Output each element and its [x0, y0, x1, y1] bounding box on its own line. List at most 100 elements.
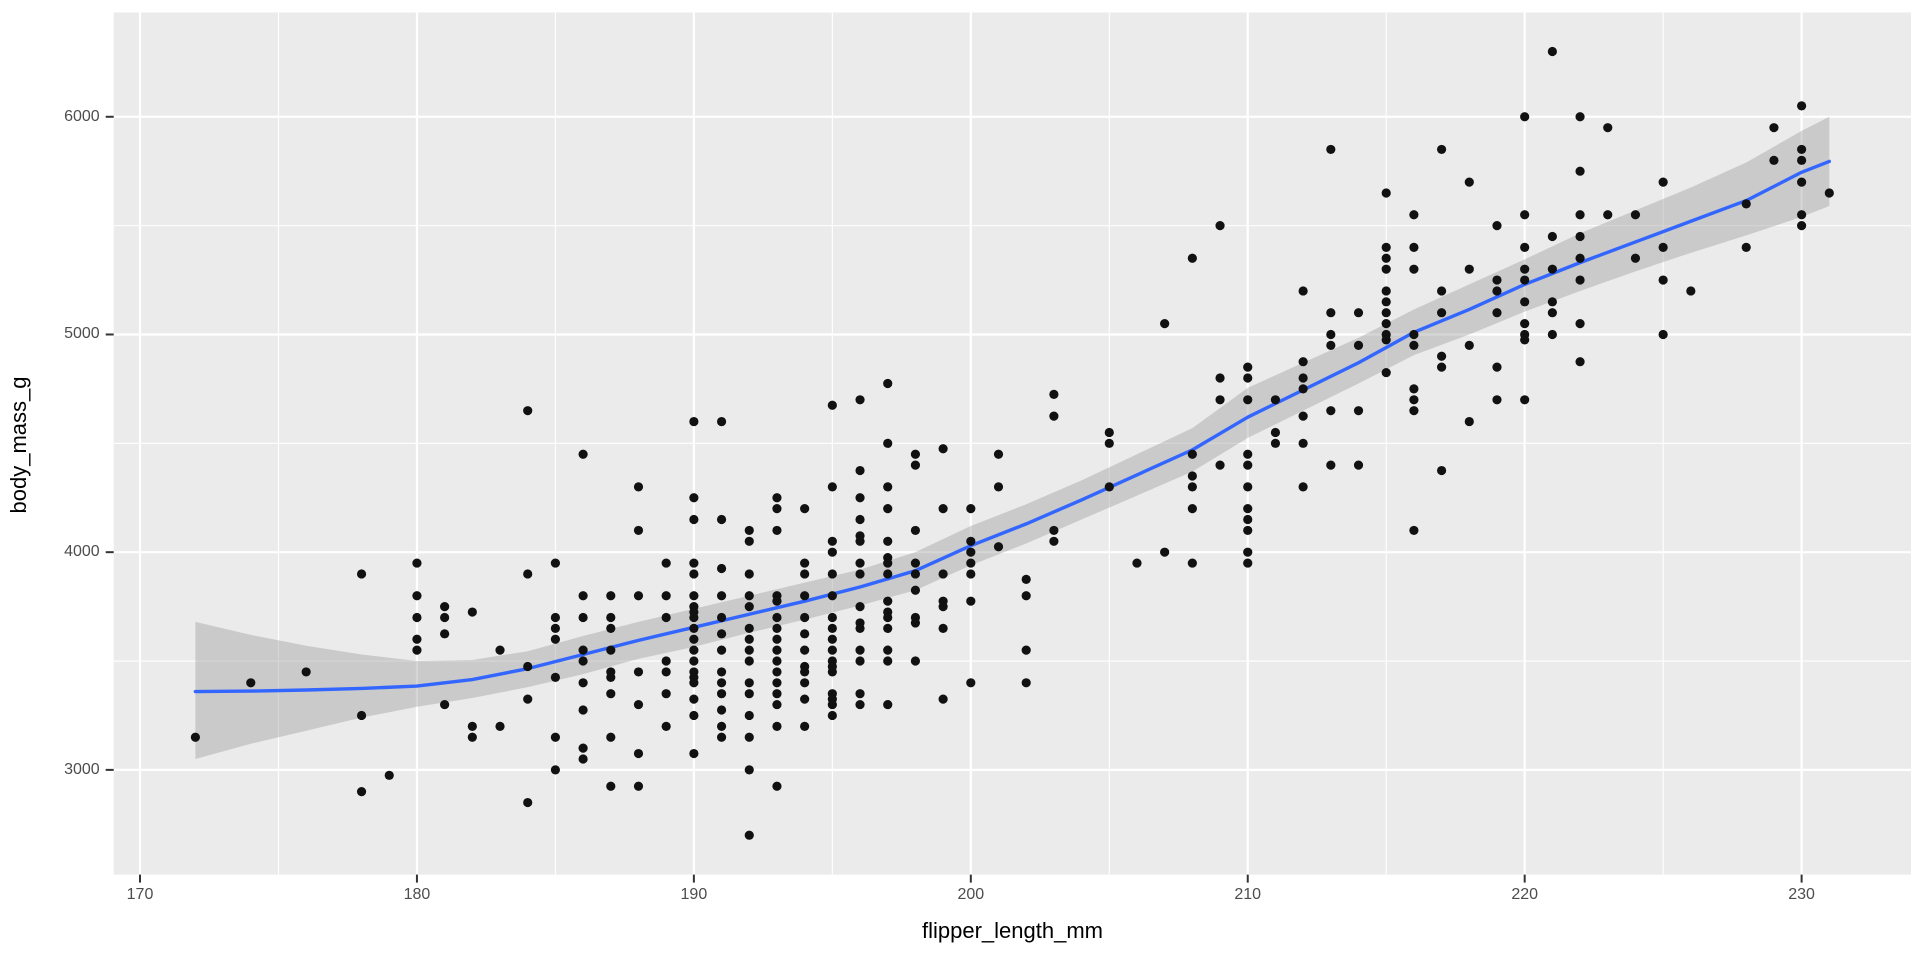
data-point [1436, 144, 1447, 155]
data-point [1769, 155, 1779, 165]
data-point [1409, 329, 1419, 340]
data-point [1298, 438, 1308, 448]
data-point [384, 770, 394, 780]
data-point [744, 689, 754, 699]
data-point [1520, 318, 1530, 329]
data-point [1547, 264, 1557, 274]
data-point [578, 449, 588, 459]
data-point [1520, 112, 1530, 122]
data-point [1464, 340, 1474, 350]
data-point [800, 612, 810, 623]
data-point [689, 694, 699, 704]
data-point [1243, 504, 1253, 514]
data-point [1492, 308, 1502, 318]
data-point [606, 672, 616, 682]
data-point [772, 596, 782, 606]
data-point [716, 629, 727, 639]
data-point [716, 732, 727, 742]
data-point [800, 504, 810, 514]
data-point [1575, 253, 1585, 263]
data-point [883, 504, 893, 514]
data-point [1436, 465, 1447, 476]
data-point [689, 612, 699, 623]
data-point [1436, 362, 1447, 372]
data-point [1326, 308, 1336, 318]
data-point [772, 645, 782, 655]
data-point [772, 699, 782, 710]
data-point [412, 645, 422, 655]
data-point [716, 563, 727, 574]
data-point [1409, 264, 1419, 274]
data-point [550, 558, 561, 568]
data-point [467, 732, 477, 742]
data-point [744, 634, 754, 644]
data-point [356, 710, 367, 721]
data-point [1464, 177, 1474, 187]
data-point [1243, 482, 1253, 492]
data-point [938, 504, 948, 514]
data-point [855, 536, 865, 546]
data-point [744, 645, 754, 655]
data-point [1769, 123, 1779, 133]
data-point [1298, 411, 1308, 421]
x-tick-label: 190 [680, 886, 708, 903]
data-point [800, 667, 810, 677]
data-point [1797, 101, 1807, 111]
data-point [633, 591, 644, 601]
data-point [966, 678, 976, 688]
x-tick-label: 210 [1234, 886, 1262, 903]
data-point [993, 449, 1004, 459]
data-point [689, 678, 699, 688]
data-point [661, 721, 671, 731]
data-point [1520, 335, 1530, 345]
data-point [1436, 286, 1447, 296]
data-point [1464, 416, 1474, 427]
data-point [1520, 264, 1530, 274]
data-point [1104, 482, 1114, 492]
data-point [1215, 395, 1225, 405]
data-point [1381, 286, 1391, 296]
data-point [1187, 253, 1197, 263]
data-point [1187, 558, 1197, 568]
x-tick-label: 170 [126, 886, 154, 903]
data-point [523, 694, 533, 704]
data-point [1243, 525, 1253, 536]
data-point [883, 645, 893, 655]
data-point [772, 612, 782, 623]
data-point [1603, 123, 1613, 133]
data-point [772, 493, 782, 503]
data-point [1686, 286, 1696, 296]
data-point [1187, 471, 1197, 481]
data-point [966, 547, 976, 557]
data-point [716, 667, 727, 677]
data-point [855, 602, 865, 612]
data-point [1575, 357, 1585, 367]
data-point [1658, 275, 1668, 285]
data-point [744, 569, 754, 579]
y-tick-label: 5000 [64, 325, 100, 343]
data-point [1049, 536, 1059, 546]
data-point [633, 525, 644, 536]
y-tick-label: 4000 [64, 543, 100, 561]
data-point [1187, 449, 1197, 459]
data-point [1381, 335, 1391, 345]
data-point [772, 623, 782, 633]
data-point [744, 656, 754, 666]
y-axis-title: body_mass_g [6, 376, 31, 514]
data-point [689, 416, 699, 427]
data-point [689, 634, 699, 644]
data-point [744, 525, 754, 536]
x-tick-label: 200 [957, 886, 985, 903]
data-point [523, 569, 533, 579]
data-point [1381, 264, 1391, 274]
data-point [412, 612, 422, 623]
data-point [1492, 275, 1502, 285]
data-point [550, 672, 561, 682]
data-point [1658, 329, 1668, 340]
data-point [744, 536, 754, 546]
data-point [1104, 438, 1114, 448]
data-point [910, 656, 921, 666]
data-point [1104, 427, 1114, 438]
data-point [1298, 357, 1308, 367]
